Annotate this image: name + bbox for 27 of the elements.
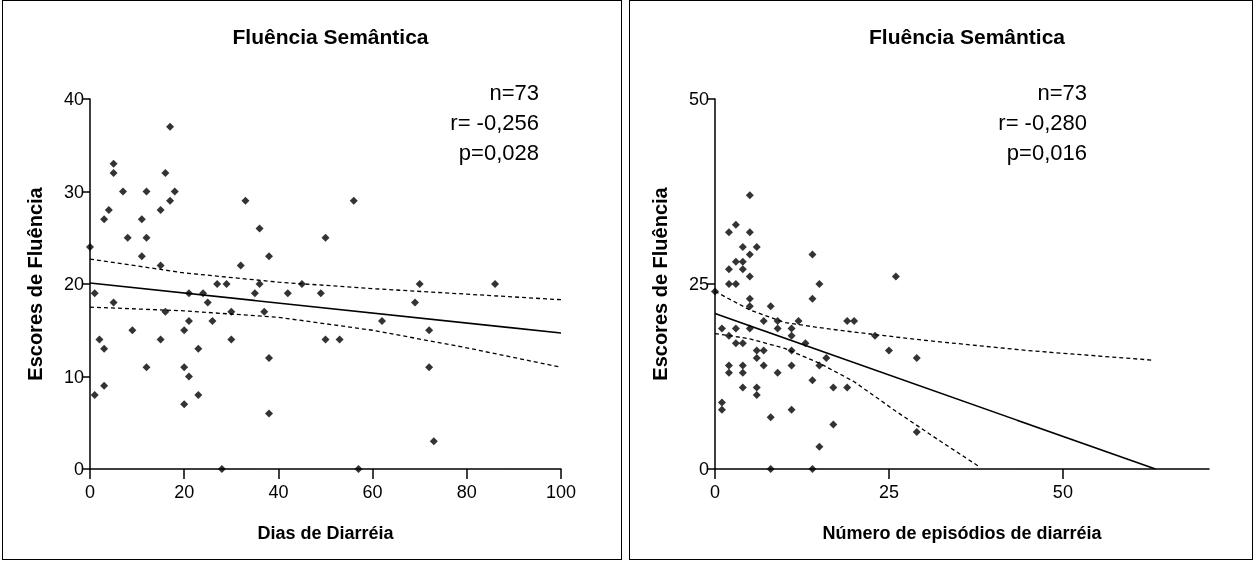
y-tick-label: 25 — [688, 274, 709, 294]
x-tick-label: 80 — [456, 482, 477, 502]
x-tick-label: 50 — [1052, 482, 1073, 502]
x-tick-label: 100 — [545, 482, 577, 502]
annotation: n=73 — [1037, 79, 1088, 105]
y-tick-label: 10 — [63, 366, 84, 387]
annotation: r= -0,280 — [998, 109, 1088, 135]
annotation: p=0,016 — [1006, 139, 1087, 165]
y-axis-title: Escores de Fluência — [649, 186, 671, 381]
y-axis-title: Escores de Fluência — [24, 186, 46, 381]
x-axis-title: Número de episódios de diarréia — [822, 523, 1103, 543]
annotation: n=73 — [489, 79, 540, 105]
x-axis-title: Dias de Diarréia — [257, 523, 395, 543]
x-tick-label: 60 — [362, 482, 383, 502]
y-tick-label: 20 — [63, 274, 84, 294]
chart-title: Fluência Semântica — [868, 25, 1066, 48]
y-tick-label: 40 — [63, 89, 84, 109]
annotation: r= -0,256 — [450, 109, 540, 135]
y-tick-label: 50 — [688, 89, 709, 109]
annotation: p=0,028 — [458, 139, 539, 165]
y-tick-label: 0 — [73, 459, 84, 479]
y-tick-label: 30 — [63, 181, 84, 202]
x-tick-label: 40 — [268, 482, 289, 502]
chart-title: Fluência Semântica — [232, 25, 429, 48]
x-tick-label: 25 — [878, 482, 899, 502]
x-tick-label: 20 — [174, 482, 195, 502]
y-tick-label: 0 — [698, 459, 709, 479]
